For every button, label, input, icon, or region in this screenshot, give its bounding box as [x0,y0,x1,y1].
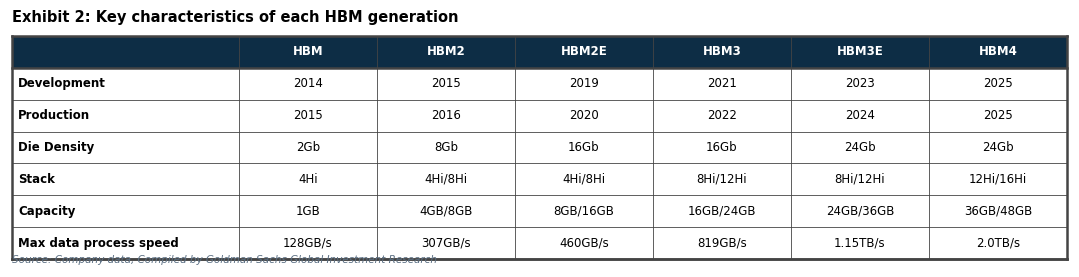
Bar [929,163,1067,195]
Bar [653,195,791,227]
Text: 16GB/24GB: 16GB/24GB [687,205,756,218]
Text: 2015: 2015 [293,109,323,122]
Bar [377,100,515,132]
Bar [929,100,1067,132]
Bar [12,68,238,100]
Text: 2015: 2015 [431,77,461,90]
Text: HBM2: HBM2 [426,45,465,58]
Bar [377,163,515,195]
Bar [238,100,377,132]
Bar [238,68,377,100]
Text: 1GB: 1GB [296,205,320,218]
Bar [791,132,929,163]
Bar [12,163,238,195]
Text: 24Gb: 24Gb [982,141,1014,154]
Text: 8Hi/12Hi: 8Hi/12Hi [697,173,748,186]
Bar [515,68,653,100]
Bar [791,163,929,195]
Bar [377,36,515,68]
Bar [653,227,791,259]
Text: Stack: Stack [18,173,55,186]
Text: 2025: 2025 [983,109,1013,122]
Text: 2022: 2022 [707,109,737,122]
Text: Source: Company data, Compiled by Goldman Sachs Global Investment Research: Source: Company data, Compiled by Goldma… [12,255,437,265]
Bar [238,195,377,227]
Text: Exhibit 2: Key characteristics of each HBM generation: Exhibit 2: Key characteristics of each H… [12,10,459,25]
Bar [653,163,791,195]
Bar [12,195,238,227]
Text: 24GB/36GB: 24GB/36GB [825,205,894,218]
Bar [929,195,1067,227]
Bar [377,68,515,100]
Text: 16Gb: 16Gb [706,141,738,154]
Text: 2023: 2023 [845,77,875,90]
Bar [377,195,515,227]
Text: 2.0TB/s: 2.0TB/s [975,237,1020,250]
Text: 4GB/8GB: 4GB/8GB [419,205,473,218]
Text: HBM2E: HBM2E [560,45,607,58]
Bar [515,195,653,227]
Text: 2025: 2025 [983,77,1013,90]
Bar [12,100,238,132]
Bar [653,68,791,100]
Text: Capacity: Capacity [18,205,76,218]
Text: 8Hi/12Hi: 8Hi/12Hi [835,173,885,186]
Bar [515,100,653,132]
Text: 4Hi/8Hi: 4Hi/8Hi [562,173,605,186]
Text: HBM3E: HBM3E [836,45,884,58]
Bar [12,227,238,259]
Text: HBM4: HBM4 [979,45,1017,58]
Text: 1.15TB/s: 1.15TB/s [834,237,886,250]
Bar [929,227,1067,259]
Text: Max data process speed: Max data process speed [18,237,179,250]
Bar [12,132,238,163]
Bar [515,132,653,163]
Bar [791,36,929,68]
Bar [515,163,653,195]
Bar [377,227,515,259]
Text: 12Hi/16Hi: 12Hi/16Hi [969,173,1027,186]
Bar [929,132,1067,163]
Bar [791,227,929,259]
Bar [929,68,1067,100]
Text: 2014: 2014 [292,77,323,90]
Text: 36GB/48GB: 36GB/48GB [964,205,1033,218]
Text: 2024: 2024 [845,109,875,122]
Text: HBM: HBM [292,45,323,58]
Text: 307GB/s: 307GB/s [421,237,470,250]
Bar [515,227,653,259]
Text: 2020: 2020 [569,109,599,122]
Bar [653,132,791,163]
Text: 4Hi: 4Hi [298,173,317,186]
Text: Die Density: Die Density [18,141,94,154]
Text: 819GB/s: 819GB/s [697,237,747,250]
Text: 8Gb: 8Gb [434,141,457,154]
Bar [238,132,377,163]
Bar [515,36,653,68]
Text: 4Hi/8Hi: 4Hi/8Hi [424,173,467,186]
Text: 16Gb: 16Gb [568,141,600,154]
Text: Production: Production [18,109,91,122]
Bar [238,227,377,259]
Bar [791,100,929,132]
Bar [791,195,929,227]
Text: HBM3: HBM3 [702,45,741,58]
Text: 24Gb: 24Gb [844,141,876,154]
Bar [929,36,1067,68]
Text: 2016: 2016 [431,109,461,122]
Bar [238,36,377,68]
Text: 460GB/s: 460GB/s [559,237,609,250]
Text: 128GB/s: 128GB/s [283,237,332,250]
Bar [12,36,238,68]
Text: Development: Development [18,77,106,90]
Bar [238,163,377,195]
Text: 2019: 2019 [569,77,599,90]
Bar [377,132,515,163]
Text: 2021: 2021 [707,77,737,90]
Bar [653,36,791,68]
Bar [653,100,791,132]
Text: 8GB/16GB: 8GB/16GB [554,205,614,218]
Bar [791,68,929,100]
Text: 2Gb: 2Gb [296,141,319,154]
